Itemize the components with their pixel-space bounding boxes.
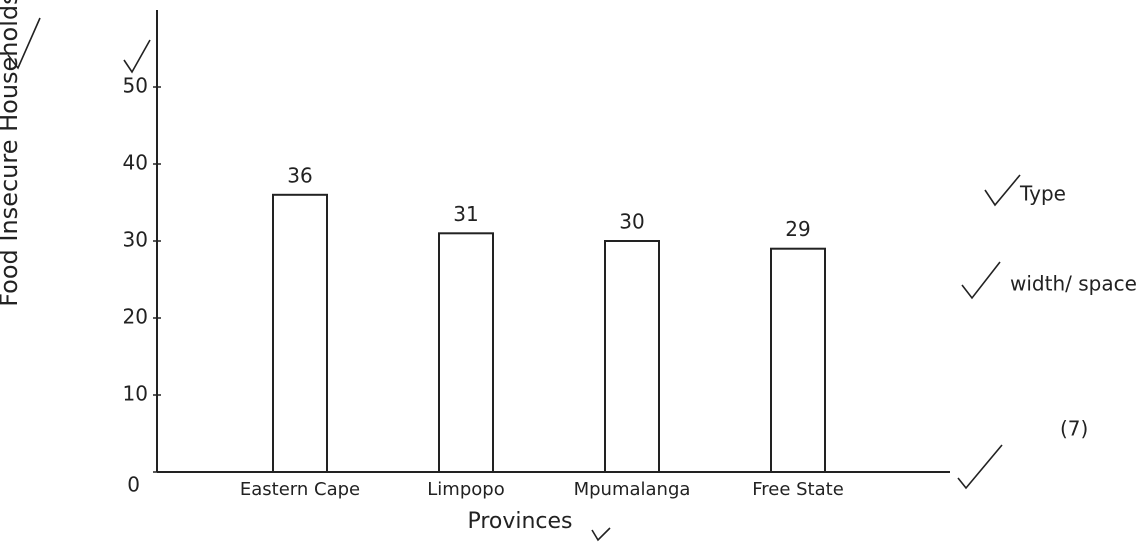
y-tick-label: 50 xyxy=(123,74,148,98)
check-mark xyxy=(124,40,150,72)
x-tick-label: Free State xyxy=(752,479,844,500)
x-tick-label: Limpopo xyxy=(427,479,504,500)
bar xyxy=(771,249,825,472)
y-axis-label: Food Insecure Households (%) xyxy=(0,0,23,307)
x-tick-label: Eastern Cape xyxy=(240,479,360,500)
annotation: width/ space. xyxy=(1010,272,1139,296)
x-axis-label: Provinces xyxy=(467,509,572,534)
y-tick-label: 10 xyxy=(123,382,148,406)
bar xyxy=(439,233,493,472)
x-tick-label: Mpumalanga xyxy=(574,479,691,500)
bar xyxy=(273,195,327,472)
bar xyxy=(605,241,659,472)
check-mark xyxy=(962,262,1000,298)
y-tick-label: 30 xyxy=(123,228,148,252)
y-tick-label: 20 xyxy=(123,305,148,329)
value-label: 30 xyxy=(619,210,644,234)
value-label: 31 xyxy=(453,202,478,226)
check-mark xyxy=(985,175,1020,205)
value-label: 36 xyxy=(287,163,312,187)
y-tick-label: 40 xyxy=(123,151,148,175)
annotation: (7) xyxy=(1060,417,1088,441)
check-mark xyxy=(592,528,610,540)
chart: Food Insecure Households (%) Provinces T… xyxy=(0,0,1139,544)
check-mark xyxy=(958,445,1002,488)
annotation: Type xyxy=(1019,182,1066,206)
value-label: 29 xyxy=(785,217,810,241)
y-tick-label: 0 xyxy=(127,473,140,497)
